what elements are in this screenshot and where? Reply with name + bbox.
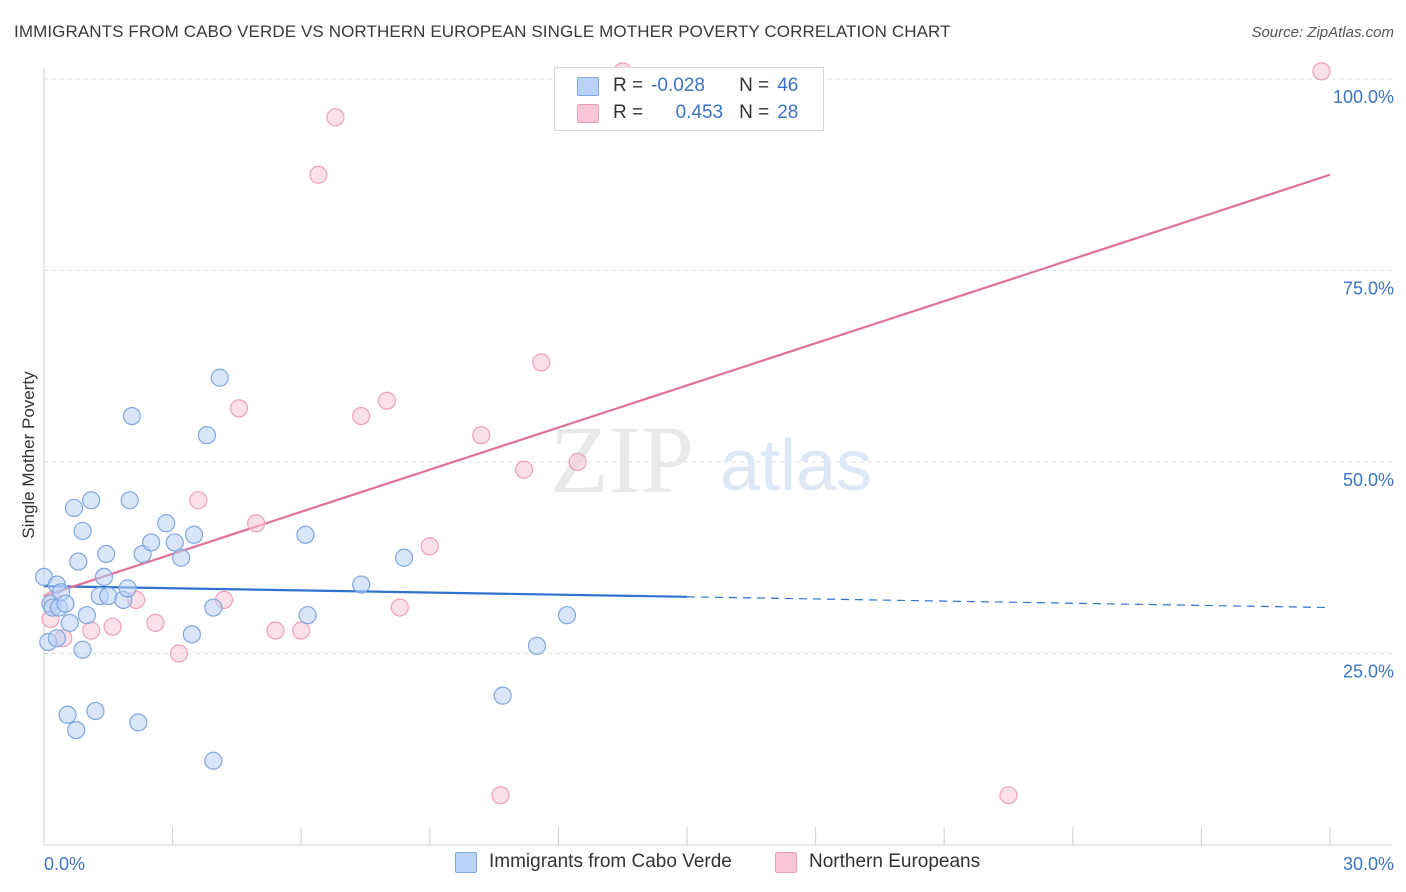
legend-r-label: R = xyxy=(613,102,644,123)
point-cabo-verde xyxy=(58,705,77,724)
correlation-legend: R = -0.028 N = 46 R = 0.453 N = 28 xyxy=(554,67,824,131)
axes xyxy=(43,68,1392,846)
point-cabo-verde xyxy=(120,491,139,510)
point-cabo-verde xyxy=(67,720,86,740)
legend-n-label: N = xyxy=(739,102,770,123)
point-cabo-verde xyxy=(204,598,223,617)
point-cabo-verde xyxy=(298,606,317,625)
point-cabo-verde xyxy=(157,514,176,533)
point-cabo-verde xyxy=(77,606,96,625)
point-cabo-verde xyxy=(94,567,114,587)
legend-swatch-pink xyxy=(577,103,599,123)
point-northern-europeans xyxy=(472,426,491,445)
point-cabo-verde xyxy=(129,713,148,732)
point-northern-europeans xyxy=(1312,62,1331,81)
point-northern-europeans xyxy=(266,621,285,640)
point-northern-europeans xyxy=(420,537,439,556)
point-cabo-verde xyxy=(86,701,105,721)
point-northern-europeans xyxy=(247,514,266,533)
series-label-cabo-verde: Immigrants from Cabo Verde xyxy=(489,851,732,872)
legend-r-label: R = xyxy=(613,75,644,96)
legend-r-value: -0.028 xyxy=(651,75,705,96)
legend-n-value: 46 xyxy=(777,75,799,96)
y-axis-label: Single Mother Poverty xyxy=(19,371,38,539)
y-tick-label: 75.0% xyxy=(1343,279,1394,299)
watermark-atlas: atlas xyxy=(720,426,872,506)
y-tick-label: 50.0% xyxy=(1343,470,1394,490)
point-cabo-verde xyxy=(184,525,204,544)
point-northern-europeans xyxy=(515,460,534,479)
point-cabo-verde xyxy=(56,594,75,613)
point-northern-europeans xyxy=(568,452,587,472)
y-tick-label: 100.0% xyxy=(1333,87,1394,107)
point-cabo-verde xyxy=(82,491,101,510)
chart-title: IMMIGRANTS FROM CABO VERDE VS NORTHERN E… xyxy=(14,22,951,41)
series-legend: Immigrants from Cabo Verde Northern Euro… xyxy=(0,851,1406,877)
data-points xyxy=(34,62,1331,805)
gridlines xyxy=(44,78,1392,654)
point-northern-europeans xyxy=(146,613,165,632)
legend-n-value: 28 xyxy=(777,102,799,123)
point-cabo-verde xyxy=(204,751,223,770)
series-legend-cabo-verde[interactable]: Immigrants from Cabo Verde xyxy=(455,851,732,873)
point-cabo-verde xyxy=(182,625,201,644)
point-cabo-verde xyxy=(210,368,229,387)
point-northern-europeans xyxy=(377,391,397,410)
point-northern-europeans xyxy=(491,786,510,805)
source-label: Source: ZipAtlas.com xyxy=(1251,24,1394,41)
point-cabo-verde xyxy=(527,636,547,655)
point-northern-europeans xyxy=(999,786,1018,805)
legend-swatch-blue xyxy=(577,76,599,96)
point-northern-europeans xyxy=(169,644,189,663)
legend-n-label: N = xyxy=(739,75,770,96)
point-cabo-verde xyxy=(69,552,88,571)
point-northern-europeans xyxy=(532,353,551,372)
point-northern-europeans xyxy=(352,406,371,426)
trendline-northern-europeans xyxy=(43,173,1331,598)
legend-r-value: 0.453 xyxy=(675,102,724,123)
series-label-northern-europeans: Northern Europeans xyxy=(809,851,981,872)
series-swatch-blue xyxy=(455,851,477,873)
legend-row-cabo-verde: R = -0.028 N = 46 xyxy=(577,73,798,99)
trendline-cabo-verde-dashed xyxy=(686,596,1331,609)
x-tick-label: 30.0% xyxy=(1343,854,1394,874)
watermark: ZIP atlas xyxy=(550,406,872,513)
point-cabo-verde xyxy=(142,533,161,552)
point-northern-europeans xyxy=(309,165,328,184)
point-northern-europeans xyxy=(292,621,311,640)
point-cabo-verde xyxy=(296,525,315,544)
point-cabo-verde xyxy=(165,533,184,552)
point-cabo-verde xyxy=(394,548,414,567)
point-cabo-verde xyxy=(197,426,216,445)
y-tick-label: 25.0% xyxy=(1343,662,1394,682)
point-northern-europeans xyxy=(189,491,208,510)
point-cabo-verde xyxy=(99,586,118,606)
point-cabo-verde xyxy=(60,613,79,632)
point-cabo-verde xyxy=(557,606,577,625)
point-northern-europeans xyxy=(229,399,249,418)
point-cabo-verde xyxy=(122,406,141,426)
point-cabo-verde xyxy=(73,640,92,659)
point-cabo-verde xyxy=(47,629,66,648)
legend-row-northern-europeans: R = 0.453 N = 28 xyxy=(577,100,798,126)
series-legend-northern-europeans[interactable]: Northern Europeans xyxy=(775,851,980,873)
point-northern-europeans xyxy=(82,621,101,640)
point-cabo-verde xyxy=(172,548,191,567)
point-cabo-verde xyxy=(493,686,512,705)
point-cabo-verde xyxy=(64,498,84,518)
point-cabo-verde xyxy=(73,521,92,541)
series-swatch-pink xyxy=(775,851,797,873)
tick-labels: 25.0% 50.0% 75.0% 100.0% 0.0% 30.0% xyxy=(44,87,1394,874)
point-northern-europeans xyxy=(390,598,409,617)
point-cabo-verde xyxy=(97,544,116,564)
x-tick-label: 0.0% xyxy=(44,854,85,874)
point-northern-europeans xyxy=(326,108,345,127)
point-cabo-verde xyxy=(118,579,137,598)
trendlines xyxy=(43,173,1331,609)
point-cabo-verde xyxy=(352,575,371,594)
point-northern-europeans xyxy=(103,617,122,636)
